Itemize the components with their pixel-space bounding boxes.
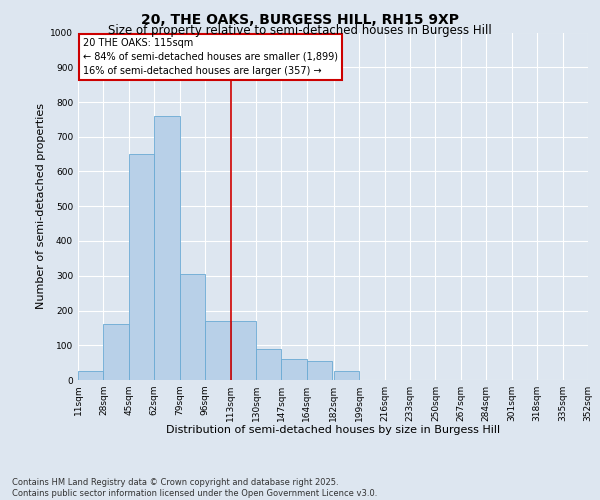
Bar (154, 116, 180, 380)
Bar (103, 324, 129, 380)
Bar (230, 321, 256, 380)
Bar (256, 348, 281, 380)
Text: 20 THE OAKS: 115sqm
← 84% of semi-detached houses are smaller (1,899)
16% of sem: 20 THE OAKS: 115sqm ← 84% of semi-detach… (83, 38, 338, 76)
Bar (129, 154, 154, 380)
Y-axis label: Number of semi-detached properties: Number of semi-detached properties (36, 104, 46, 309)
Bar (334, 372, 359, 380)
Bar (307, 361, 332, 380)
Bar (78, 372, 103, 380)
Text: 20, THE OAKS, BURGESS HILL, RH15 9XP: 20, THE OAKS, BURGESS HILL, RH15 9XP (141, 12, 459, 26)
Text: Contains HM Land Registry data © Crown copyright and database right 2025.
Contai: Contains HM Land Registry data © Crown c… (12, 478, 377, 498)
Bar (281, 359, 307, 380)
Bar (180, 274, 205, 380)
Text: Size of property relative to semi-detached houses in Burgess Hill: Size of property relative to semi-detach… (108, 24, 492, 37)
X-axis label: Distribution of semi-detached houses by size in Burgess Hill: Distribution of semi-detached houses by … (166, 426, 500, 436)
Bar (205, 321, 230, 380)
